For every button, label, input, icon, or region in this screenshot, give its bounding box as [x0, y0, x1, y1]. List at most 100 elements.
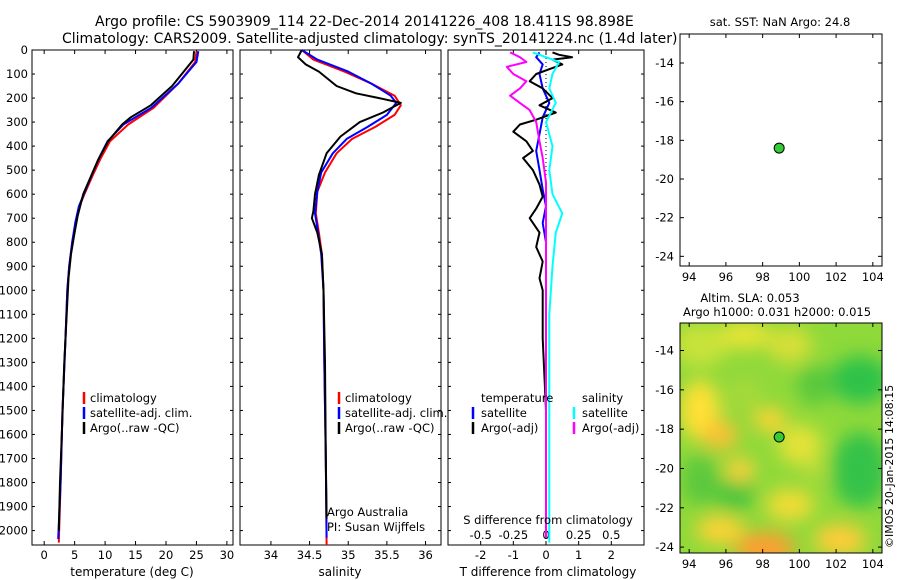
- lat-tick-label: -18: [655, 422, 674, 436]
- legend-s-argo: Argo(-adj): [582, 421, 639, 435]
- lon-tick-label: 94: [682, 557, 697, 571]
- legend-s-satellite: satellite: [582, 406, 628, 420]
- series-line-argo-raw-qc-: [297, 49, 402, 519]
- lon-tick-label: 104: [862, 270, 884, 284]
- lon-tick-label: 96: [719, 557, 734, 571]
- s-tick-label: -0.5: [469, 528, 491, 542]
- lat-tick-label: -22: [655, 211, 674, 225]
- lat-tick-label: -20: [655, 172, 674, 186]
- depth-tick-label: 300: [6, 115, 28, 129]
- depth-tick-labels: 0 100 200 300 400 500 600 700 800 900 1000 1100 1200…: [0, 43, 644, 538]
- depth-tick-label: 400: [6, 139, 28, 153]
- x-tick-label: -1: [508, 548, 519, 562]
- lon-tick-label: 96: [719, 270, 734, 284]
- salinity-panel: 34 34.5 35 35.5 36 salinity climatology sate…: [239, 49, 447, 579]
- legend-satellite-adj: satellite-adj. clim.: [90, 406, 192, 420]
- x-tick-label: 1: [575, 548, 582, 562]
- depth-tick-label: 1100: [0, 307, 28, 321]
- sst-lon-tick-labels: 94 96 98 100 102 104: [682, 34, 884, 284]
- temperature-xlabel: temperature (deg C): [70, 565, 193, 579]
- s-tick-label: 0.25: [566, 528, 592, 542]
- argo-position-marker: [773, 142, 785, 154]
- salinity-profiles: [297, 49, 402, 546]
- difference-profiles: [505, 51, 574, 543]
- legend-t-satellite: satellite: [481, 406, 527, 420]
- series-line-climatology: [301, 49, 402, 546]
- x-tick-label: 30: [220, 548, 235, 562]
- salinity-legend: climatology satellite-adj. clim. Argo(..…: [337, 391, 447, 435]
- series-line-argo-raw-qc-: [57, 51, 195, 531]
- s-tick-label: 0.5: [602, 528, 620, 542]
- depth-tick-label: 800: [6, 235, 28, 249]
- sla-map-title-1: Altim. SLA: 0.053: [700, 291, 799, 305]
- temperature-tick-labels: 0 5 10 15 20 25 30: [41, 50, 235, 562]
- lon-tick-label: 102: [825, 270, 847, 284]
- lon-tick-label: 94: [682, 270, 697, 284]
- sst-argo-marker: [773, 142, 785, 154]
- x-tick-label: 15: [128, 548, 143, 562]
- x-tick-label: 0: [41, 548, 48, 562]
- series-line-satellite: [532, 51, 564, 543]
- x-tick-label: 36: [418, 548, 433, 562]
- depth-tick-label: 2000: [0, 524, 28, 538]
- temperature-axes-frame: [31, 49, 234, 546]
- title-line-2: Climatology: CARS2009. Satellite-adjuste…: [62, 31, 677, 47]
- difference-legend: temperature salinity satellite Argo(-adj…: [471, 391, 639, 435]
- depth-tick-label: 900: [6, 259, 28, 273]
- x-tick-label: 25: [189, 548, 204, 562]
- depth-tick-label: 1600: [0, 427, 28, 441]
- lat-tick-label: -20: [655, 461, 674, 475]
- sla-lon-tick-labels: 94 96 98 100 102 104: [682, 323, 884, 571]
- legend-t-argo: Argo(-adj): [481, 421, 538, 435]
- x-tick-label: 20: [159, 548, 174, 562]
- depth-tick-label: 1200: [0, 331, 28, 345]
- x-tick-label: -2: [475, 548, 486, 562]
- depth-tick-label: 1800: [0, 476, 28, 490]
- series-line-argo-adj-: [505, 51, 547, 538]
- legend-satellite-adj: satellite-adj. clim.: [345, 406, 447, 420]
- sla-map-frame: [679, 322, 883, 554]
- x-tick-label: 0: [542, 548, 549, 562]
- sla-argo-marker: [773, 431, 785, 443]
- depth-tick-label: 600: [6, 187, 28, 201]
- depth-tick-label: 1000: [0, 283, 28, 297]
- x-tick-label: 34.5: [297, 548, 323, 562]
- pi-label: PI: Susan Wijffels: [327, 520, 425, 534]
- lat-tick-label: -16: [655, 95, 674, 109]
- lat-tick-label: -24: [655, 540, 674, 554]
- x-tick-label: 34: [264, 548, 279, 562]
- sla-map-panel: Altim. SLA: 0.053 Argo h1000: 0.031 h200…: [655, 291, 884, 571]
- x-tick-label: 5: [71, 548, 78, 562]
- series-line-climatology: [57, 51, 198, 543]
- argo-position-marker: [773, 431, 785, 443]
- lon-tick-label: 100: [788, 270, 810, 284]
- temperature-profiles: [57, 51, 200, 543]
- depth-tick-label: 1500: [0, 403, 28, 417]
- temperature-panel: 0100200300400500600700800900100011001200…: [0, 43, 644, 579]
- lat-tick-label: -22: [655, 501, 674, 515]
- t-difference-xlabel: T difference from climatology: [459, 565, 637, 579]
- legend-temperature-header: temperature: [481, 391, 553, 405]
- lon-tick-label: 98: [755, 270, 770, 284]
- lat-tick-label: -14: [655, 56, 674, 70]
- s-difference-label: S difference from climatology: [463, 513, 633, 527]
- x-tick-label: 2: [608, 548, 615, 562]
- legend-argo: Argo(..raw -QC): [90, 421, 180, 435]
- legend-climatology: climatology: [90, 391, 157, 405]
- x-tick-label: 10: [98, 548, 113, 562]
- depth-tick-label: 1400: [0, 379, 28, 393]
- depth-tick-label: 200: [6, 91, 28, 105]
- series-line-argo-adj-: [512, 51, 574, 531]
- s-difference-tick-labels: -0.5 -0.25 0 0.25 0.5: [469, 528, 620, 542]
- lat-tick-label: -24: [655, 249, 674, 263]
- legend-climatology: climatology: [345, 391, 412, 405]
- title-line-1: Argo profile: CS 5903909_114 22-Dec-2014…: [95, 14, 634, 30]
- lon-tick-label: 102: [825, 557, 847, 571]
- sst-map-title: sat. SST: NaN Argo: 24.8: [710, 15, 851, 29]
- argo-australia-label: Argo Australia: [327, 505, 408, 519]
- x-tick-label: 35: [341, 548, 356, 562]
- lon-tick-label: 104: [862, 557, 884, 571]
- depth-tick-label: 1900: [0, 500, 28, 514]
- sla-map-title-2: Argo h1000: 0.031 h2000: 0.015: [683, 305, 871, 319]
